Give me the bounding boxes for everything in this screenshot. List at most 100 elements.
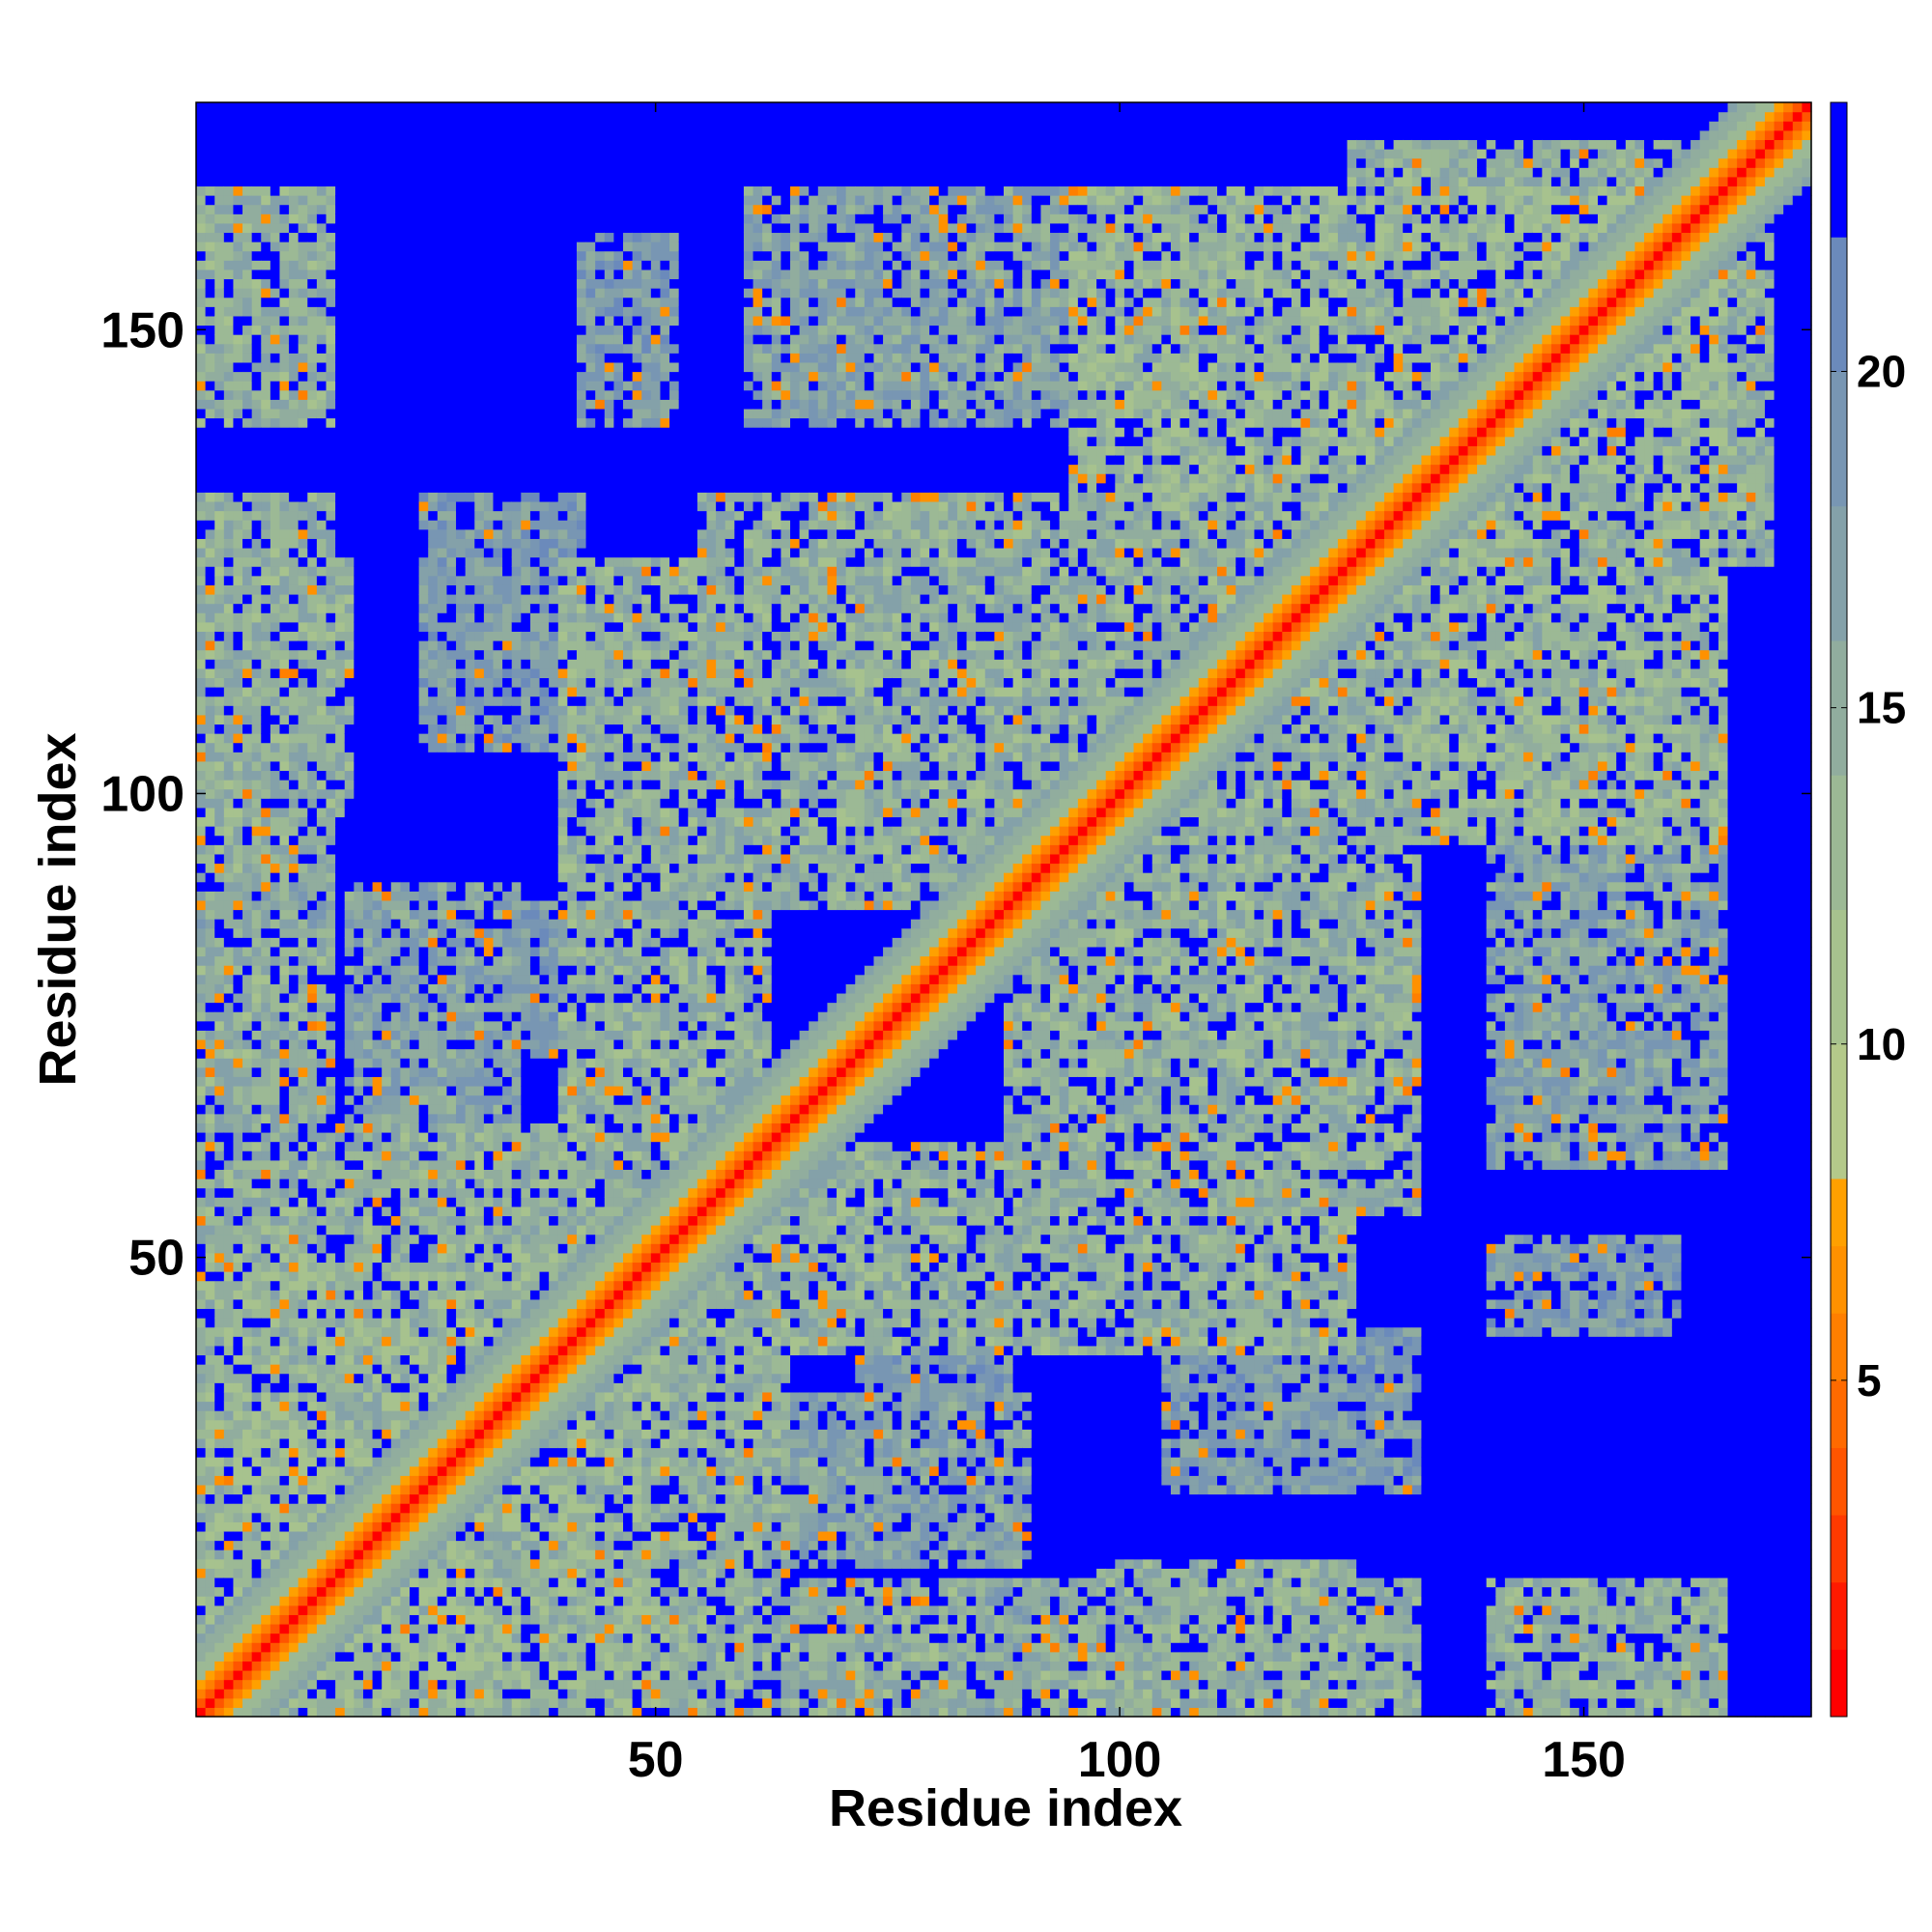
- heatmap-cell: [196, 213, 206, 223]
- heatmap-cell: [214, 538, 224, 548]
- heatmap-cell: [279, 826, 289, 836]
- heatmap-cell: [298, 770, 308, 780]
- heatmap-cell: [373, 584, 383, 594]
- heatmap-cell: [335, 677, 345, 687]
- heatmap-cell: [224, 1698, 234, 1708]
- heatmap-cell: [270, 1513, 280, 1522]
- heatmap-cell: [307, 1021, 317, 1031]
- heatmap-cell: [252, 733, 262, 743]
- heatmap-cell: [363, 492, 373, 501]
- heatmap-cell: [289, 1503, 298, 1513]
- heatmap-cell: [335, 1346, 345, 1355]
- heatmap-cell: [242, 1067, 252, 1077]
- heatmap-cell: [327, 1104, 336, 1114]
- heatmap-cell: [224, 594, 234, 604]
- heatmap-cell: [373, 1707, 383, 1717]
- heatmap-cell: [289, 344, 298, 354]
- heatmap-cell: [196, 538, 206, 548]
- heatmap-cell: [298, 139, 308, 149]
- heatmap-cells: [196, 102, 1812, 1718]
- heatmap-cell: [363, 1513, 373, 1522]
- heatmap-cell: [298, 1485, 308, 1494]
- heatmap-cell: [261, 808, 270, 817]
- heatmap-cell: [196, 668, 206, 678]
- heatmap-cell: [327, 1503, 336, 1513]
- heatmap-cell: [214, 409, 224, 418]
- heatmap-cell: [327, 195, 336, 205]
- heatmap-cell: [206, 863, 215, 872]
- heatmap-cell: [373, 1058, 383, 1067]
- heatmap-cell: [224, 1401, 234, 1410]
- heatmap-cell: [327, 1475, 336, 1485]
- heatmap-cell: [261, 1410, 270, 1420]
- heatmap-cell: [373, 1549, 383, 1559]
- heatmap-cell: [327, 584, 336, 594]
- heatmap-cell: [327, 1336, 336, 1346]
- heatmap-cell: [224, 919, 234, 928]
- heatmap-cell: [252, 696, 262, 706]
- heatmap-cell: [214, 465, 224, 474]
- heatmap-cell: [354, 1429, 363, 1438]
- heatmap-cell: [252, 1011, 262, 1021]
- heatmap-cell: [317, 956, 327, 966]
- heatmap-cell: [327, 334, 336, 344]
- heatmap-cell: [261, 334, 270, 344]
- heatmap-cell: [363, 584, 373, 594]
- heatmap-cell: [224, 1634, 234, 1643]
- heatmap-cell: [279, 983, 289, 993]
- heatmap-cell: [252, 288, 262, 298]
- heatmap-cell: [345, 112, 355, 122]
- heatmap-cell: [345, 1642, 355, 1652]
- heatmap-cell: [206, 604, 215, 613]
- heatmap-cell: [196, 427, 206, 437]
- heatmap-cell: [270, 1253, 280, 1263]
- heatmap-cell: [206, 1634, 215, 1643]
- heatmap-cell: [335, 584, 345, 594]
- heatmap-cell: [252, 399, 262, 409]
- heatmap-cell: [317, 1364, 327, 1374]
- heatmap-cell: [224, 167, 234, 177]
- heatmap-cell: [206, 344, 215, 354]
- heatmap-cell: [224, 1318, 234, 1327]
- heatmap-cell: [252, 1308, 262, 1318]
- heatmap-cell: [327, 752, 336, 761]
- heatmap-cell: [196, 1169, 206, 1179]
- heatmap-cell: [196, 910, 206, 920]
- heatmap-cell: [354, 399, 363, 409]
- heatmap-cell: [252, 882, 262, 892]
- heatmap-cell: [242, 251, 252, 261]
- heatmap-cell: [289, 1243, 298, 1253]
- heatmap-cell: [345, 492, 355, 501]
- heatmap-cell: [363, 1067, 373, 1077]
- heatmap-cell: [196, 659, 206, 668]
- heatmap-cell: [354, 270, 363, 279]
- heatmap-cell: [196, 770, 206, 780]
- heatmap-cell: [289, 465, 298, 474]
- heatmap-cell: [327, 1494, 336, 1504]
- heatmap-cell: [270, 733, 280, 743]
- heatmap-cell: [252, 1095, 262, 1105]
- heatmap-cell: [233, 1169, 242, 1179]
- heatmap-cell: [252, 1382, 262, 1392]
- heatmap-cell: [242, 1003, 252, 1012]
- heatmap-cell: [233, 158, 242, 168]
- heatmap-cell: [196, 1531, 206, 1541]
- heatmap-cell: [270, 1058, 280, 1067]
- heatmap-cell: [279, 780, 289, 789]
- heatmap-cell: [279, 965, 289, 975]
- heatmap-cell: [279, 993, 289, 1003]
- heatmap-cell: [242, 696, 252, 706]
- heatmap-cell: [363, 1299, 373, 1309]
- heatmap-cell: [345, 780, 355, 789]
- heatmap-cell: [224, 288, 234, 298]
- heatmap-cell: [233, 816, 242, 826]
- heatmap-cell: [206, 1346, 215, 1355]
- heatmap-cell: [373, 1420, 383, 1430]
- heatmap-cell: [270, 789, 280, 799]
- heatmap-cell: [233, 1039, 242, 1049]
- heatmap-cell: [335, 576, 345, 585]
- heatmap-cell: [307, 1374, 317, 1383]
- heatmap-cell: [327, 1457, 336, 1466]
- heatmap-cell: [298, 372, 308, 382]
- heatmap-cell: [233, 1410, 242, 1420]
